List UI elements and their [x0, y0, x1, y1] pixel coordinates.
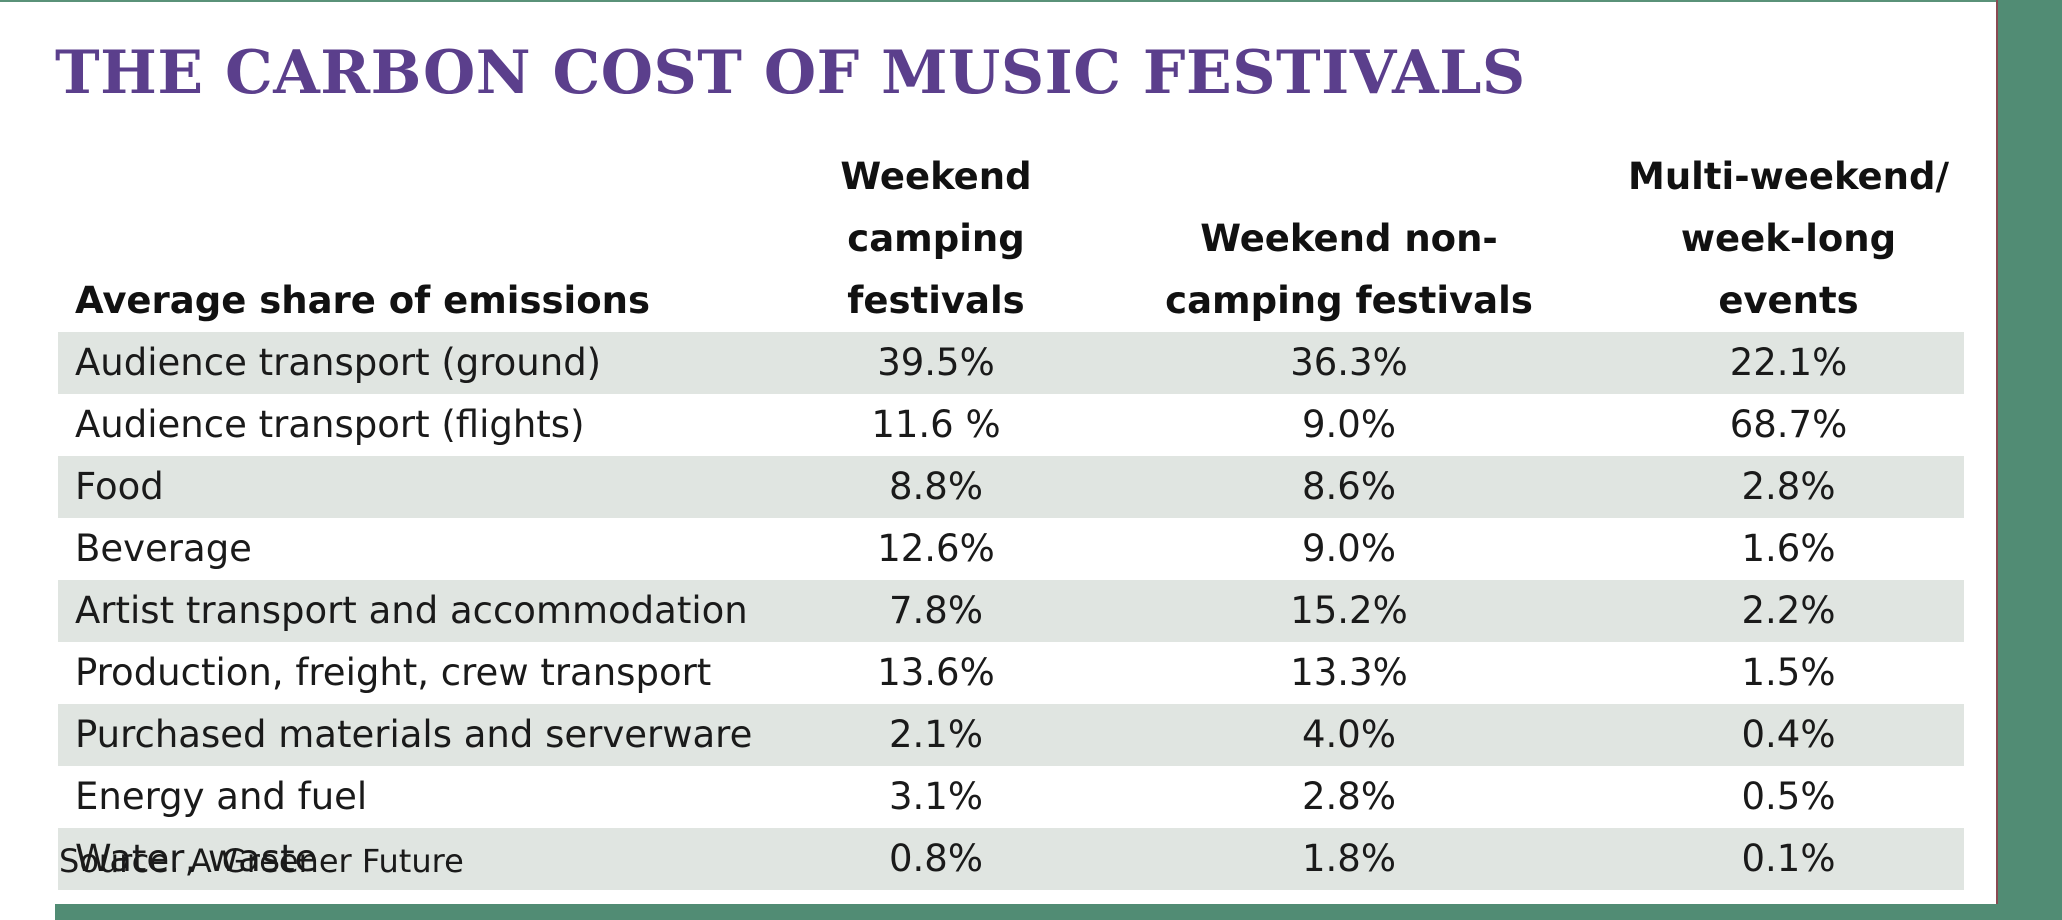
table-row: Energy and fuel 3.1% 2.8% 0.5% — [58, 766, 1964, 828]
table-cell-value: 22.1% — [1613, 332, 1964, 394]
header-line: festivals — [847, 279, 1025, 322]
table-cell-value: 0.1% — [1613, 828, 1964, 890]
table-cell-value: 2.8% — [1302, 775, 1396, 818]
table-cell-value: 0.8% — [787, 828, 1085, 890]
table-cell-value: 8.6% — [1085, 456, 1613, 518]
table-cell-value: 11.6 % — [871, 403, 1001, 446]
right-green-strip — [1998, 0, 2062, 920]
table-cell-value: 15.2% — [1085, 580, 1613, 642]
row-label: Artist transport and accommodation — [58, 580, 787, 642]
table-row: Food 8.8% 8.6% 2.8% — [58, 456, 1964, 518]
header-line: Weekend camping — [840, 155, 1032, 260]
table-cell-value: 8.8% — [787, 456, 1085, 518]
header-line: Multi-weekend/ — [1628, 155, 1949, 198]
header-line: Weekend non- — [1200, 217, 1498, 260]
right-strip-edge — [1996, 0, 1998, 920]
table-cell-value: 12.6% — [877, 527, 995, 570]
table-cell-value: 9.0% — [1302, 527, 1396, 570]
table-cell-value: 39.5% — [787, 332, 1085, 394]
header-line: week-long events — [1680, 217, 1897, 322]
table-cell-value: 7.8% — [787, 580, 1085, 642]
table-cell-value: 1.8% — [1085, 828, 1613, 890]
emissions-table: Average share of emissions Weekend campi… — [58, 146, 1964, 890]
row-label: Beverage — [75, 527, 252, 570]
bottom-green-band — [55, 904, 1998, 920]
table-row: Artist transport and accommodation 7.8% 15… — [58, 580, 1964, 642]
row-label: Audience transport (flights) — [75, 403, 585, 446]
table-cell-value: 2.2% — [1613, 580, 1964, 642]
table-cell-value: 0.5% — [1741, 775, 1836, 818]
table-row: Beverage 12.6% 9.0% 1.6% — [58, 518, 1964, 580]
row-label: Production, freight, crew transport — [75, 651, 712, 694]
row-label: Water, waste — [58, 828, 787, 890]
header-label: Average share of emissions — [75, 279, 650, 322]
table-cell-value: 68.7% — [1729, 403, 1848, 446]
table-cell-value: 13.6% — [877, 651, 995, 694]
table-cell-value: 1.5% — [1741, 651, 1836, 694]
row-label: Audience transport (ground) — [58, 332, 787, 394]
table-row: Audience transport (flights) 11.6 % 9.0% 68… — [58, 394, 1964, 456]
table-row: Production, freight, crew transport 13.6%… — [58, 642, 1964, 704]
table-cell-value: 4.0% — [1085, 704, 1613, 766]
top-border-line — [0, 0, 1998, 2]
table-cell-value: 1.6% — [1741, 527, 1836, 570]
table-row: Water, waste 0.8% 1.8% 0.1% — [58, 828, 1964, 890]
source-note: Source: A Greener Future — [59, 842, 464, 880]
header-weekend-camping: Weekend camping festivals — [787, 146, 1085, 332]
header-line: camping festivals — [1165, 279, 1533, 322]
page-title: THE CARBON COST OF MUSIC FESTIVALS — [55, 38, 1526, 108]
table-cell-value: 36.3% — [1085, 332, 1613, 394]
row-label: Purchased materials and serverware — [58, 704, 787, 766]
table-cell-value: 0.4% — [1613, 704, 1964, 766]
table-cell-value: 2.1% — [787, 704, 1085, 766]
table-row: Purchased materials and serverware 2.1% 4.… — [58, 704, 1964, 766]
row-label: Energy and fuel — [75, 775, 368, 818]
table-cell-value: 2.8% — [1613, 456, 1964, 518]
table-row: Audience transport (ground) 39.5% 36.3% 22.… — [58, 332, 1964, 394]
table-header-row: Average share of emissions Weekend campi… — [58, 146, 1964, 332]
header-multi-weekend: Multi-weekend/ week-long events — [1613, 146, 1964, 332]
table-cell-value: 9.0% — [1302, 403, 1396, 446]
table-body: Audience transport (ground) 39.5% 36.3% 22.… — [58, 332, 1964, 890]
header-weekend-non-camping: Weekend non- camping festivals — [1085, 146, 1613, 332]
table-cell-value: 3.1% — [889, 775, 983, 818]
row-label: Food — [58, 456, 787, 518]
table-cell-value: 13.3% — [1290, 651, 1408, 694]
